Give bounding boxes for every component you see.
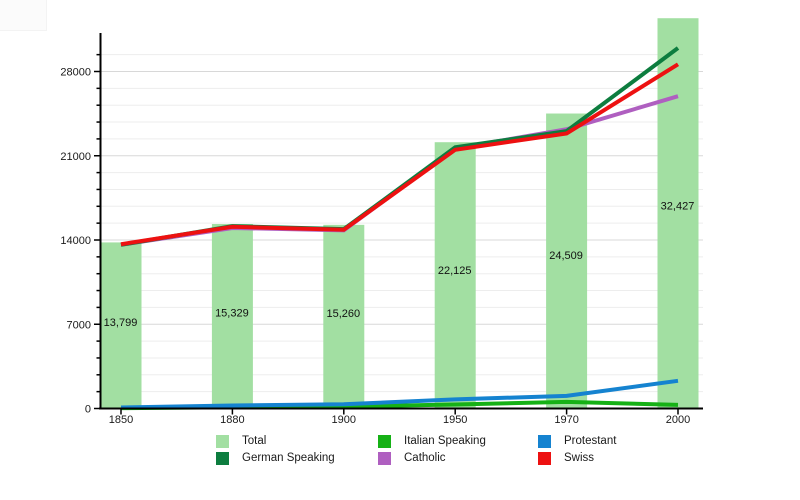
legend-label: Protestant (564, 435, 617, 447)
legend-item-catholic: Catholic (378, 451, 446, 465)
y-tick-label: 28000 (60, 67, 91, 79)
x-tick-label: 1880 (220, 414, 244, 426)
bar-value-label: 13,799 (104, 317, 138, 329)
legend-item-protestant: Protestant (538, 434, 616, 448)
total-bar (211, 224, 253, 409)
y-tick-label: 21000 (60, 151, 91, 163)
legend-swatch-icon (378, 451, 391, 465)
line-german-speaking (120, 46, 680, 247)
legend-label: Swiss (564, 452, 595, 464)
total-bar (434, 142, 476, 409)
legend-swatch-icon (378, 434, 391, 448)
legend-item-italian-speaking: Italian Speaking (378, 434, 486, 448)
bar-value-label: 32,427 (661, 201, 695, 213)
x-tick-label: 2000 (666, 414, 690, 426)
legend-swatch-icon (216, 451, 229, 465)
legend-swatch-icon (538, 451, 551, 465)
bar-value-label: 15,260 (326, 308, 360, 320)
chart-legend: Total Italian Speaking Protestant German Sp… (0, 0, 800, 465)
total-bar (323, 224, 365, 409)
legend-item-german-speaking: German Speaking (216, 451, 335, 465)
total-bar (100, 242, 142, 409)
y-tick-label: 7000 (67, 319, 91, 331)
x-tick-label: 1850 (109, 414, 133, 426)
legend-label: Italian Speaking (404, 435, 486, 447)
y-tick-label: 0 (85, 404, 91, 416)
bar-value-label: 24,509 (549, 250, 583, 262)
legend-swatch-icon (216, 434, 229, 448)
x-tick-label: 1970 (554, 414, 578, 426)
legend-label: Catholic (404, 452, 446, 464)
x-tick-label: 1950 (443, 414, 467, 426)
bar-value-label: 22,125 (438, 265, 472, 277)
line-swiss (120, 62, 680, 247)
x-tick-label: 1900 (332, 414, 356, 426)
legend-label: Total (242, 435, 267, 447)
legend-label: German Speaking (242, 452, 335, 464)
bar-value-label: 15,329 (215, 308, 249, 320)
top-left-artifact (0, 0, 47, 31)
total-bar (657, 18, 699, 409)
population-chart: 0 7000 14000 21000 28000 1850 1880 1900 1950 1970… (60, 18, 703, 426)
legend-swatch-icon (538, 434, 551, 448)
line-protestant (120, 378, 679, 410)
total-bar (546, 113, 588, 409)
legend-item-swiss: Swiss (538, 451, 594, 465)
legend-item-total: Total (216, 434, 266, 448)
y-tick-label: 14000 (60, 235, 91, 247)
